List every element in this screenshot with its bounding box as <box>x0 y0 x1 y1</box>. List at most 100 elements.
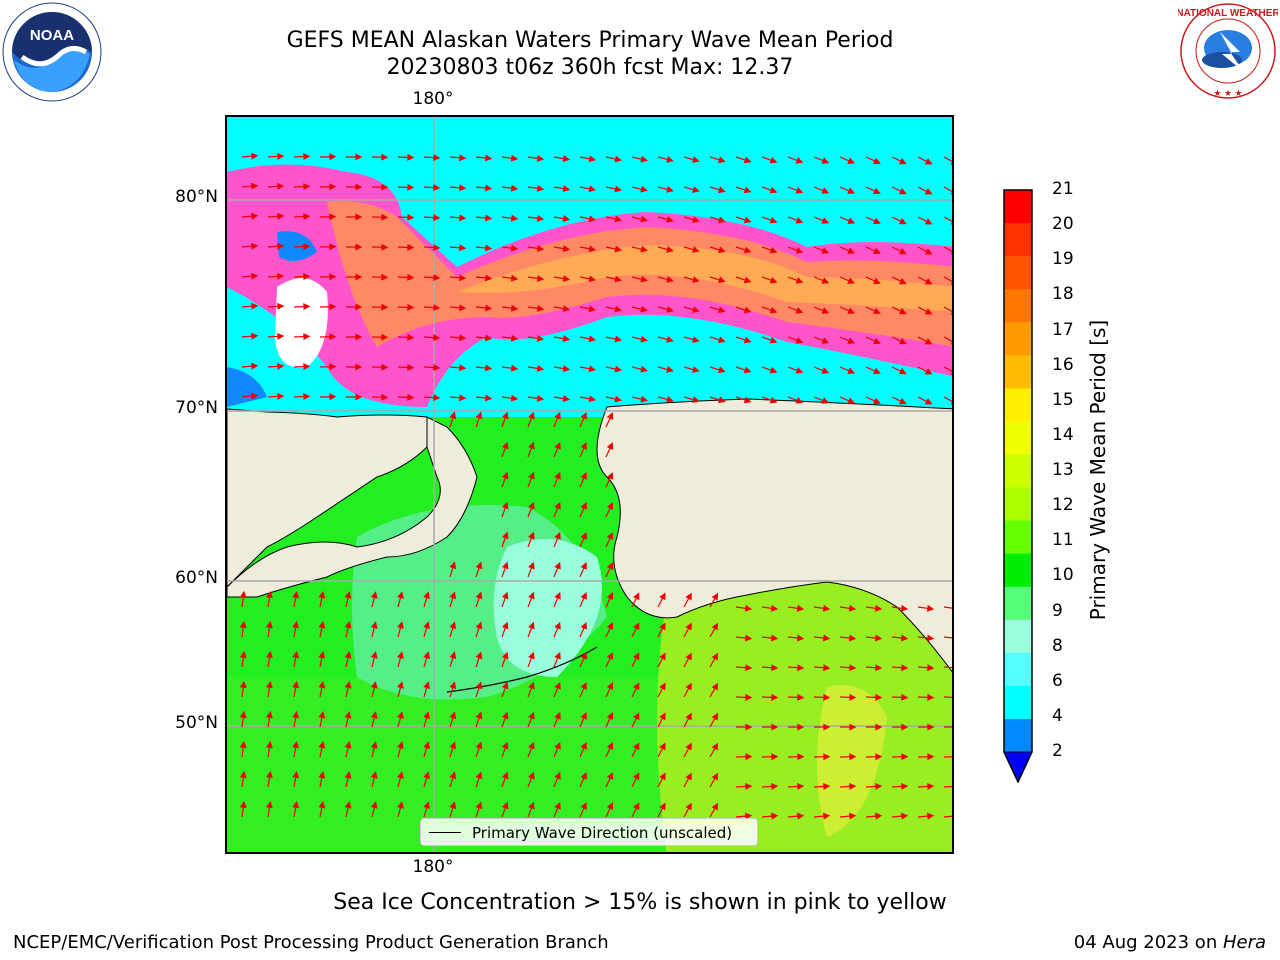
lon-label-bottom: 180° <box>412 857 454 877</box>
wave-arrow-head <box>823 753 831 761</box>
wave-arrow-head <box>292 770 300 779</box>
wave-arrow-head <box>433 334 441 342</box>
wave-arrow-head <box>692 246 700 253</box>
wave-arrow-head <box>901 782 909 790</box>
wave-arrow-head <box>771 664 779 672</box>
wave-arrow-head <box>459 184 467 192</box>
wave-arrow-head <box>847 367 856 374</box>
wave-arrow-head <box>633 742 640 751</box>
wave-arrow-head <box>950 221 952 225</box>
wave-arrow-head <box>666 306 674 313</box>
wave-arrow-head <box>266 620 273 629</box>
wave-arrow-head <box>666 156 674 163</box>
wave-arrow-head <box>318 680 326 689</box>
wave-arrow-head <box>666 276 674 283</box>
wave-arrow-head <box>318 620 326 629</box>
wave-arrow-head <box>873 337 881 345</box>
wave-arrow-head <box>510 184 519 192</box>
wave-arrow-head <box>717 336 726 344</box>
wave-arrow-head <box>950 191 952 195</box>
wave-arrow-head <box>744 634 753 642</box>
wave-arrow-head <box>588 245 597 253</box>
wave-arrow-head <box>370 681 378 689</box>
wave-arrow-head <box>823 812 831 820</box>
wave-arrow-head <box>900 634 909 642</box>
wave-arrow-head <box>381 333 389 341</box>
lat-label-50: 50°N <box>175 713 218 733</box>
wave-arrow-head <box>266 680 273 689</box>
wave-arrow-head <box>528 411 535 420</box>
footer-date: 04 Aug 2023 on Hera <box>1074 932 1266 953</box>
wave-arrow-head <box>659 622 666 631</box>
wave-arrow-head <box>924 218 933 225</box>
wave-arrow-head <box>423 681 430 689</box>
wave-arrow-head <box>303 333 311 341</box>
wave-arrow-head <box>950 281 952 285</box>
colorbar-segment <box>1004 652 1032 687</box>
wave-arrow-head <box>562 215 571 223</box>
wave-arrow-head <box>950 341 952 345</box>
wave-arrow-head <box>769 366 778 374</box>
wave-arrow-head <box>397 681 404 689</box>
wave-arrow-head <box>606 712 614 720</box>
wave-arrow-head <box>303 393 311 401</box>
wave-arrow-head <box>614 395 622 403</box>
wave-arrow-head <box>847 217 856 224</box>
wave-arrow-head <box>303 153 311 161</box>
wave-arrow-head <box>277 302 285 310</box>
wave-arrow-head <box>407 363 415 371</box>
wave-arrow-head <box>717 306 726 314</box>
colorbar-segment <box>1004 586 1032 621</box>
wave-arrow-head <box>606 742 614 750</box>
wave-arrow-head <box>685 712 692 721</box>
wave-arrow-head <box>355 153 363 161</box>
wave-arrow-head <box>459 394 467 402</box>
wave-arrow-head <box>614 185 622 193</box>
wave-arrow-head <box>847 397 856 404</box>
wave-arrow-head <box>745 664 753 672</box>
map-legend: Primary Wave Direction (unscaled) <box>420 818 758 846</box>
wave-arrow-head <box>501 471 509 480</box>
wave-arrow <box>943 306 952 312</box>
wave-arrow-head <box>873 397 881 405</box>
wave-arrow-head <box>633 802 640 811</box>
wave-arrow-head <box>318 650 326 659</box>
wave-arrow-head <box>659 682 666 691</box>
wave-arrow-head <box>666 246 674 253</box>
wave-arrow-head <box>769 216 778 224</box>
wave-arrow-head <box>873 187 881 195</box>
wave-arrow-head <box>711 622 719 631</box>
colorbar-segment <box>1004 553 1032 588</box>
wave-arrow-head <box>433 154 441 162</box>
wave-arrow-head <box>528 801 535 810</box>
wave-arrow-head <box>475 711 483 720</box>
wave-arrow-head <box>580 652 587 660</box>
wave-arrow-head <box>823 782 831 790</box>
wave-arrow-head <box>251 302 259 310</box>
wave-arrow-head <box>277 272 285 280</box>
wave-arrow-head <box>501 411 509 420</box>
wave-arrow-head <box>536 184 545 192</box>
wave-arrow-head <box>459 334 467 342</box>
wave-arrow-head <box>501 741 509 750</box>
wave-arrow-head <box>528 681 535 690</box>
wave-direction-arrows <box>239 152 952 820</box>
colorbar-tick-label: 4 <box>1052 705 1063 726</box>
wave-arrow-head <box>770 604 779 612</box>
svg-text:NOAA: NOAA <box>30 27 74 44</box>
wave-arrow-head <box>266 740 273 749</box>
wave-arrow-head <box>475 651 483 660</box>
wave-arrow-head <box>475 591 483 600</box>
ocean-east-patch <box>657 579 952 852</box>
wave-arrow-head <box>926 604 935 612</box>
colorbar-segment <box>1004 355 1032 389</box>
wave-arrow-head <box>873 157 881 165</box>
wave-arrow-head <box>717 396 726 404</box>
wave-arrow-head <box>449 561 457 570</box>
wave-arrow-head <box>692 336 700 343</box>
wave-arrow-head <box>901 664 909 672</box>
wave-arrow-head <box>849 664 857 672</box>
wave-arrow-head <box>292 800 300 809</box>
wave-arrow-head <box>303 243 311 251</box>
wave-arrow-head <box>822 634 831 642</box>
